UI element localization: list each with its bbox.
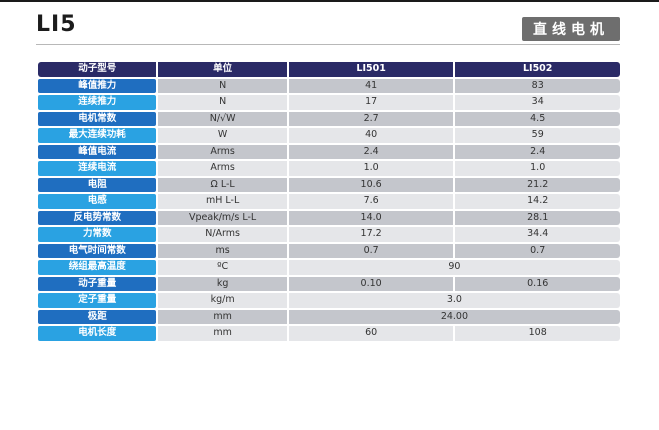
table-row: 极距 mm 24.00 bbox=[38, 309, 620, 324]
row-unit: ºC bbox=[158, 260, 287, 275]
row-value-li501: 1.0 bbox=[288, 161, 454, 176]
row-value-shared: 3.0 bbox=[288, 293, 620, 308]
row-label: 最大连续功耗 bbox=[38, 128, 157, 143]
table-row: 电感 mH L-L 7.6 14.2 bbox=[38, 194, 620, 209]
table-row: 力常数 N/Arms 17.2 34.4 bbox=[38, 227, 620, 242]
row-value-li502: 59 bbox=[455, 128, 620, 143]
table-row: 电气时间常数 ms 0.7 0.7 bbox=[38, 243, 620, 258]
row-unit: mH L-L bbox=[158, 194, 287, 209]
row-unit: N bbox=[158, 95, 287, 110]
row-label: 电机长度 bbox=[38, 326, 157, 341]
header-li502: LI502 bbox=[455, 62, 620, 77]
table-row: 电阻 Ω L-L 10.6 21.2 bbox=[38, 177, 620, 192]
row-value-li501: 17.2 bbox=[288, 227, 454, 242]
header-row: 动子型号 单位 LI501 LI502 bbox=[38, 62, 620, 77]
row-value-li502: 0.7 bbox=[455, 243, 620, 258]
top-rule bbox=[0, 0, 659, 2]
row-value-li501: 7.6 bbox=[288, 194, 454, 209]
row-label: 绕组最高温度 bbox=[38, 260, 157, 275]
row-unit: W bbox=[158, 128, 287, 143]
row-value-li501: 10.6 bbox=[288, 177, 454, 192]
row-unit: N/Arms bbox=[158, 227, 287, 242]
row-label: 反电势常数 bbox=[38, 210, 157, 225]
table-row: 定子重量 kg/m 3.0 bbox=[38, 293, 620, 308]
row-value-li501: 14.0 bbox=[288, 210, 454, 225]
table-row: 连续电流 Arms 1.0 1.0 bbox=[38, 161, 620, 176]
row-label: 连续电流 bbox=[38, 161, 157, 176]
category-badge: 直线电机 bbox=[522, 17, 620, 41]
row-value-li501: 40 bbox=[288, 128, 454, 143]
row-value-li501: 2.7 bbox=[288, 111, 454, 126]
row-unit: mm bbox=[158, 309, 287, 324]
row-value-li502: 28.1 bbox=[455, 210, 620, 225]
table-row: 连续推力 N 17 34 bbox=[38, 95, 620, 110]
spec-table: 动子型号 单位 LI501 LI502 峰值推力 N 41 83 连续推力 N 17 34 电机… bbox=[36, 60, 622, 343]
table-row: 动子重量 kg 0.10 0.16 bbox=[38, 276, 620, 291]
row-label: 电气时间常数 bbox=[38, 243, 157, 258]
row-label: 峰值电流 bbox=[38, 144, 157, 159]
row-unit: Arms bbox=[158, 161, 287, 176]
row-value-li501: 60 bbox=[288, 326, 454, 341]
row-unit: ms bbox=[158, 243, 287, 258]
row-value-li502: 1.0 bbox=[455, 161, 620, 176]
table-row: 反电势常数 Vpeak/m/s L-L 14.0 28.1 bbox=[38, 210, 620, 225]
row-label: 峰值推力 bbox=[38, 78, 157, 93]
row-unit: mm bbox=[158, 326, 287, 341]
table-row: 最大连续功耗 W 40 59 bbox=[38, 128, 620, 143]
row-label: 动子重量 bbox=[38, 276, 157, 291]
row-label: 连续推力 bbox=[38, 95, 157, 110]
row-label: 极距 bbox=[38, 309, 157, 324]
row-unit: kg/m bbox=[158, 293, 287, 308]
row-value-li502: 34 bbox=[455, 95, 620, 110]
row-value-li502: 14.2 bbox=[455, 194, 620, 209]
row-value-li502: 83 bbox=[455, 78, 620, 93]
row-value-li502: 4.5 bbox=[455, 111, 620, 126]
row-value-li501: 2.4 bbox=[288, 144, 454, 159]
table-row: 峰值推力 N 41 83 bbox=[38, 78, 620, 93]
row-value-li502: 2.4 bbox=[455, 144, 620, 159]
row-value-shared: 90 bbox=[288, 260, 620, 275]
row-label: 电机常数 bbox=[38, 111, 157, 126]
row-unit: N/√W bbox=[158, 111, 287, 126]
title-divider bbox=[36, 44, 620, 45]
page-title: LI5 bbox=[36, 12, 77, 37]
row-label: 定子重量 bbox=[38, 293, 157, 308]
row-unit: Vpeak/m/s L-L bbox=[158, 210, 287, 225]
row-label: 力常数 bbox=[38, 227, 157, 242]
header-model: 动子型号 bbox=[38, 62, 157, 77]
table-row: 电机常数 N/√W 2.7 4.5 bbox=[38, 111, 620, 126]
row-value-shared: 24.00 bbox=[288, 309, 620, 324]
row-label: 电感 bbox=[38, 194, 157, 209]
row-unit: Arms bbox=[158, 144, 287, 159]
row-unit: kg bbox=[158, 276, 287, 291]
row-unit: Ω L-L bbox=[158, 177, 287, 192]
row-value-li501: 0.7 bbox=[288, 243, 454, 258]
header-unit: 单位 bbox=[158, 62, 287, 77]
header-li501: LI501 bbox=[288, 62, 454, 77]
row-value-li501: 17 bbox=[288, 95, 454, 110]
table-row: 电机长度 mm 60 108 bbox=[38, 326, 620, 341]
row-value-li502: 108 bbox=[455, 326, 620, 341]
row-value-li502: 21.2 bbox=[455, 177, 620, 192]
table-row: 绕组最高温度 ºC 90 bbox=[38, 260, 620, 275]
table-row: 峰值电流 Arms 2.4 2.4 bbox=[38, 144, 620, 159]
row-value-li502: 0.16 bbox=[455, 276, 620, 291]
row-label: 电阻 bbox=[38, 177, 157, 192]
spec-table-body: 峰值推力 N 41 83 连续推力 N 17 34 电机常数 N/√W 2.7 4.5 最大连续功耗 W 4… bbox=[38, 78, 620, 341]
row-value-li501: 41 bbox=[288, 78, 454, 93]
row-value-li501: 0.10 bbox=[288, 276, 454, 291]
row-unit: N bbox=[158, 78, 287, 93]
row-value-li502: 34.4 bbox=[455, 227, 620, 242]
